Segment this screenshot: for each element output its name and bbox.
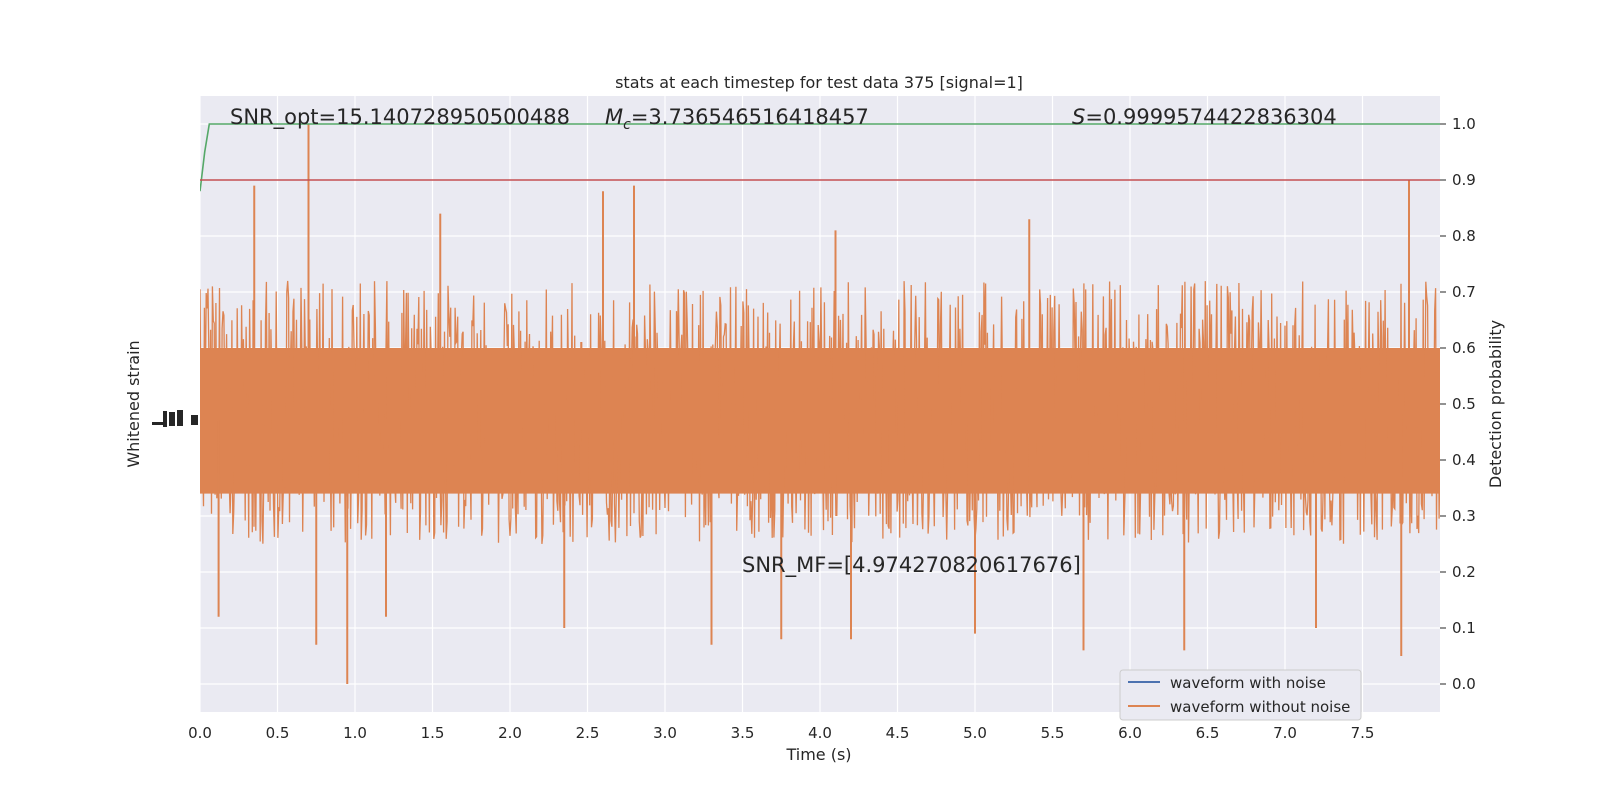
x-tick-label: 5.5 bbox=[1041, 724, 1065, 742]
x-tick-label: 7.0 bbox=[1273, 724, 1297, 742]
x-tick-label: 4.0 bbox=[808, 724, 832, 742]
legend-label-with-noise: waveform with noise bbox=[1170, 674, 1326, 692]
y-tick-label: 0.2 bbox=[1452, 563, 1476, 581]
x-tick-label: 4.5 bbox=[886, 724, 910, 742]
x-tick-label: 2.5 bbox=[576, 724, 600, 742]
x-axis-label: Time (s) bbox=[785, 745, 851, 764]
x-tick-label: 6.0 bbox=[1118, 724, 1142, 742]
x-tick-label: 5.0 bbox=[963, 724, 987, 742]
y-tick-label: 0.6 bbox=[1452, 339, 1476, 357]
x-tick-labels: 0.0 0.5 1.0 1.5 2.0 2.5 3.0 3.5 4.0 4.5 5.0 5.5 6.0 6… bbox=[188, 724, 1374, 742]
x-tick-label: 6.5 bbox=[1196, 724, 1220, 742]
y-tick-label: 0.5 bbox=[1452, 395, 1476, 413]
x-tick-label: 3.5 bbox=[731, 724, 755, 742]
annotation-snr-opt: SNR_opt=15.140728950500488 bbox=[230, 105, 570, 130]
x-tick-label: 2.0 bbox=[498, 724, 522, 742]
chart-title: stats at each timestep for test data 375… bbox=[615, 73, 1023, 92]
y-tick-label: 0.4 bbox=[1452, 451, 1476, 469]
legend-box bbox=[1119, 669, 1362, 721]
y-tick-label: 0.0 bbox=[1452, 675, 1476, 693]
x-tick-label: 1.0 bbox=[343, 724, 367, 742]
x-tick-label: 1.5 bbox=[421, 724, 445, 742]
y-tick-label: 1.0 bbox=[1452, 115, 1476, 133]
legend: waveform with noise waveform without noi… bbox=[1119, 669, 1362, 721]
x-tick-label: 0.0 bbox=[188, 724, 212, 742]
x-tick-label: 7.5 bbox=[1351, 724, 1375, 742]
x-tick-label: 3.0 bbox=[653, 724, 677, 742]
detection-probability-line bbox=[200, 123, 1440, 192]
x-tick-label: 0.5 bbox=[266, 724, 290, 742]
y-tick-label: 0.9 bbox=[1452, 171, 1476, 189]
y-axis-label-left: Whitened strain bbox=[124, 340, 143, 467]
y-tick-labels-right: 0.0 0.1 0.2 0.3 0.4 0.5 0.6 0.7 0.8 0.9 1.0 bbox=[1440, 115, 1476, 693]
y-tick-label: 0.3 bbox=[1452, 507, 1476, 525]
y-tick-label: 0.8 bbox=[1452, 227, 1476, 245]
series-layer bbox=[200, 123, 1440, 684]
left-axis-overlapping-ticks bbox=[152, 410, 198, 427]
waveform-without-noise-line bbox=[200, 280, 1440, 544]
y-tick-label: 0.1 bbox=[1452, 619, 1476, 637]
legend-label-without-noise: waveform without noise bbox=[1170, 698, 1350, 716]
annotation-chirp-mass: Mc=3.736546516418457 bbox=[605, 105, 869, 133]
y-tick-label: 0.7 bbox=[1452, 283, 1476, 301]
annotation-snr-mf: SNR_MF=[4.974270820617676] bbox=[742, 553, 1081, 578]
annotation-s: S=0.9999574422836304 bbox=[1072, 105, 1337, 129]
y-axis-label-right: Detection probability bbox=[1486, 320, 1505, 488]
